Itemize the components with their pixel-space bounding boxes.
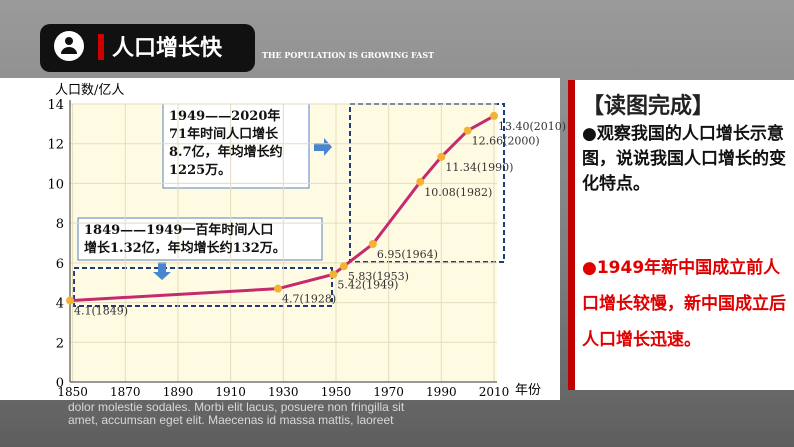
footer: dolor molestie sodales. Morbi elit lacus… bbox=[68, 401, 404, 427]
footer-line: dolor molestie sodales. Morbi elit lacus… bbox=[68, 400, 405, 414]
value-label: 6.95(1964) bbox=[377, 248, 438, 261]
sidebar: 【读图完成】 ●观察我国的人口增长示意图，说说我国人口增长的变化特点。 ●194… bbox=[568, 80, 794, 390]
highlight-box bbox=[73, 267, 333, 307]
sidebar-heading: 【读图完成】 bbox=[582, 94, 715, 119]
marker bbox=[339, 262, 348, 271]
marker bbox=[329, 270, 338, 279]
x-tick-label: 2010 bbox=[479, 385, 510, 399]
marker bbox=[463, 126, 472, 135]
x-tick-label: 1970 bbox=[373, 385, 404, 399]
annotation-box bbox=[162, 103, 310, 189]
y-tick-label: 6 bbox=[56, 257, 64, 272]
x-tick-label: 1930 bbox=[268, 385, 299, 399]
marker bbox=[274, 284, 283, 293]
x-tick-label: 1870 bbox=[110, 385, 141, 399]
footer-line: amet, accumsan eget elit. Maecenas id ma… bbox=[68, 413, 394, 427]
arrow bbox=[153, 262, 171, 280]
y-tick-label: 10 bbox=[47, 177, 64, 192]
marker bbox=[368, 239, 377, 248]
accent bbox=[98, 34, 104, 60]
y-tick-label: 8 bbox=[56, 217, 64, 232]
y-tick-label: 2 bbox=[56, 336, 64, 351]
marker bbox=[490, 111, 498, 120]
header-bar bbox=[40, 24, 255, 72]
y-tick-label: 0 bbox=[56, 376, 64, 391]
annotation: 71年时间人口增长 bbox=[169, 126, 279, 142]
icon bbox=[61, 47, 77, 54]
annotation: 8.7亿，年均增长约 bbox=[169, 144, 283, 160]
annotation: 增长1.32亿，年均增长约132万。 bbox=[84, 240, 286, 256]
question: ●观察我国的人口增长示意图，说说我国人口增长的变化特点。 bbox=[582, 124, 786, 194]
answer: ●1949年新中国成立前人口增长较慢，新中国成立后人口增长迅速。 bbox=[582, 258, 786, 350]
marker bbox=[416, 177, 425, 186]
arrow bbox=[314, 138, 332, 156]
header-title: 人口增长快 bbox=[112, 35, 223, 61]
annotation: 1849——1949一百年时间人口 bbox=[84, 222, 273, 238]
y-axis-label: 人口数/亿人 bbox=[55, 83, 124, 98]
value-label: 13.40(2010) bbox=[498, 120, 566, 133]
x-tick-label: 1850 bbox=[57, 385, 88, 399]
x-axis-label: 年份 bbox=[515, 383, 541, 398]
marker bbox=[437, 152, 446, 161]
icon bbox=[54, 31, 84, 61]
marker bbox=[66, 296, 74, 305]
value-label: 4.1(1849) bbox=[74, 305, 128, 318]
value-label: 12.66(2000) bbox=[472, 135, 540, 148]
icon bbox=[65, 37, 73, 45]
annotation: 1225万。 bbox=[169, 163, 231, 178]
annotation-box bbox=[77, 217, 323, 261]
value-label: 4.7(1928) bbox=[282, 293, 336, 306]
y-tick-label: 12 bbox=[47, 138, 64, 153]
y-tick-label: 14 bbox=[47, 98, 64, 113]
value-label: 10.08(1982) bbox=[424, 186, 492, 199]
value-label: 11.34(1990) bbox=[445, 161, 513, 174]
header-subtitle: THE POPULATION IS GROWING FAST bbox=[262, 50, 434, 60]
annotation: 1949——2020年 bbox=[169, 108, 280, 124]
accent bbox=[568, 80, 575, 390]
x-tick-label: 1910 bbox=[215, 385, 246, 399]
x-tick-label: 1990 bbox=[426, 385, 457, 399]
x-tick-label: 1890 bbox=[163, 385, 194, 399]
y-tick-label: 4 bbox=[56, 297, 64, 312]
value-label: 5.42(1949) bbox=[337, 278, 398, 291]
value-label: 5.83(1953) bbox=[348, 270, 409, 283]
x-tick-label: 1950 bbox=[321, 385, 352, 399]
